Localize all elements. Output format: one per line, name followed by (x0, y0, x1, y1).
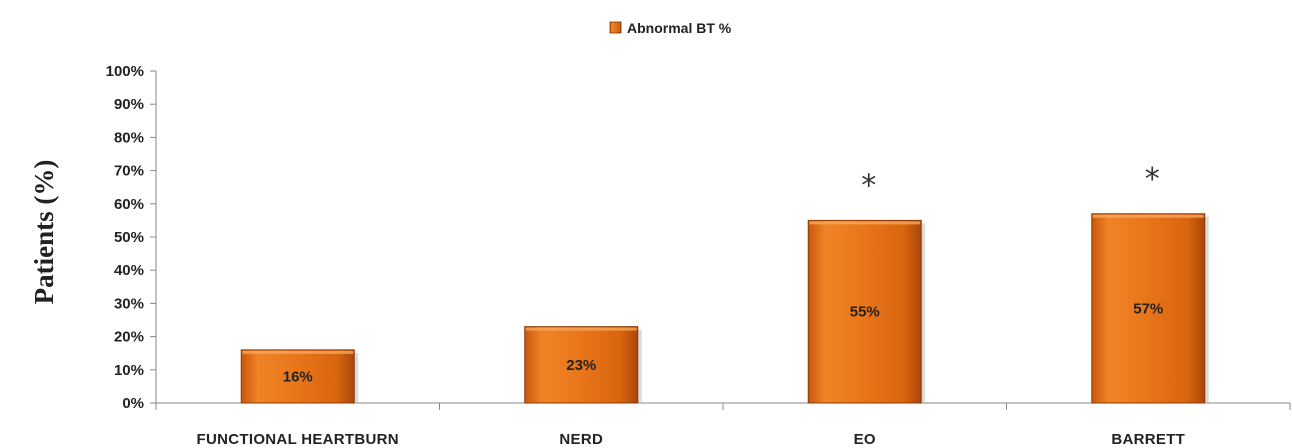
bar-bevel (1092, 214, 1204, 218)
bar-bevel (525, 327, 637, 331)
y-tick-label: 90% (114, 96, 144, 113)
y-tick-label: 40% (114, 262, 144, 279)
y-tick-label: 30% (114, 295, 144, 312)
y-tick-label: 0% (122, 395, 144, 412)
significance-marker: * (1145, 162, 1160, 197)
bar (524, 326, 639, 404)
significance-marker: * (861, 168, 876, 203)
legend-swatch (609, 21, 622, 34)
y-tick-label: 10% (114, 362, 144, 379)
data-label: 55% (850, 304, 880, 321)
y-tick-label: 100% (106, 63, 144, 80)
x-tick-label: EO (854, 431, 876, 448)
bar-bevel (809, 221, 921, 225)
y-tick-label: 50% (114, 229, 144, 246)
bars (240, 213, 1209, 404)
bar-bevel (242, 350, 354, 354)
y-tick-label: 70% (114, 163, 144, 180)
data-label: 57% (1133, 300, 1163, 317)
data-label: 16% (283, 368, 313, 385)
y-tick-label: 20% (114, 329, 144, 346)
bar (240, 349, 355, 404)
data-label: 23% (566, 357, 596, 374)
legend: Abnormal BT % (609, 20, 732, 36)
axes: 0% 10% 20% 30% 40% 50% 60% 70% 80% 90% 100% (106, 63, 1291, 412)
x-tick-label: FUNCTIONAL HEARTBURN (197, 431, 399, 448)
bar (807, 219, 922, 404)
x-tick-label: NERD (559, 431, 603, 448)
legend-label: Abnormal BT % (627, 20, 732, 36)
x-tick-label: BARRETT (1111, 431, 1185, 448)
y-tick-label: 80% (114, 129, 144, 146)
labels: 16% FUNCTIONAL HEARTBURN 23% NERD 55% EO * 57% B… (197, 162, 1185, 448)
y-tick-label: 60% (114, 196, 144, 213)
bar (1091, 213, 1206, 404)
y-axis-title: Patients (%) (29, 160, 59, 305)
